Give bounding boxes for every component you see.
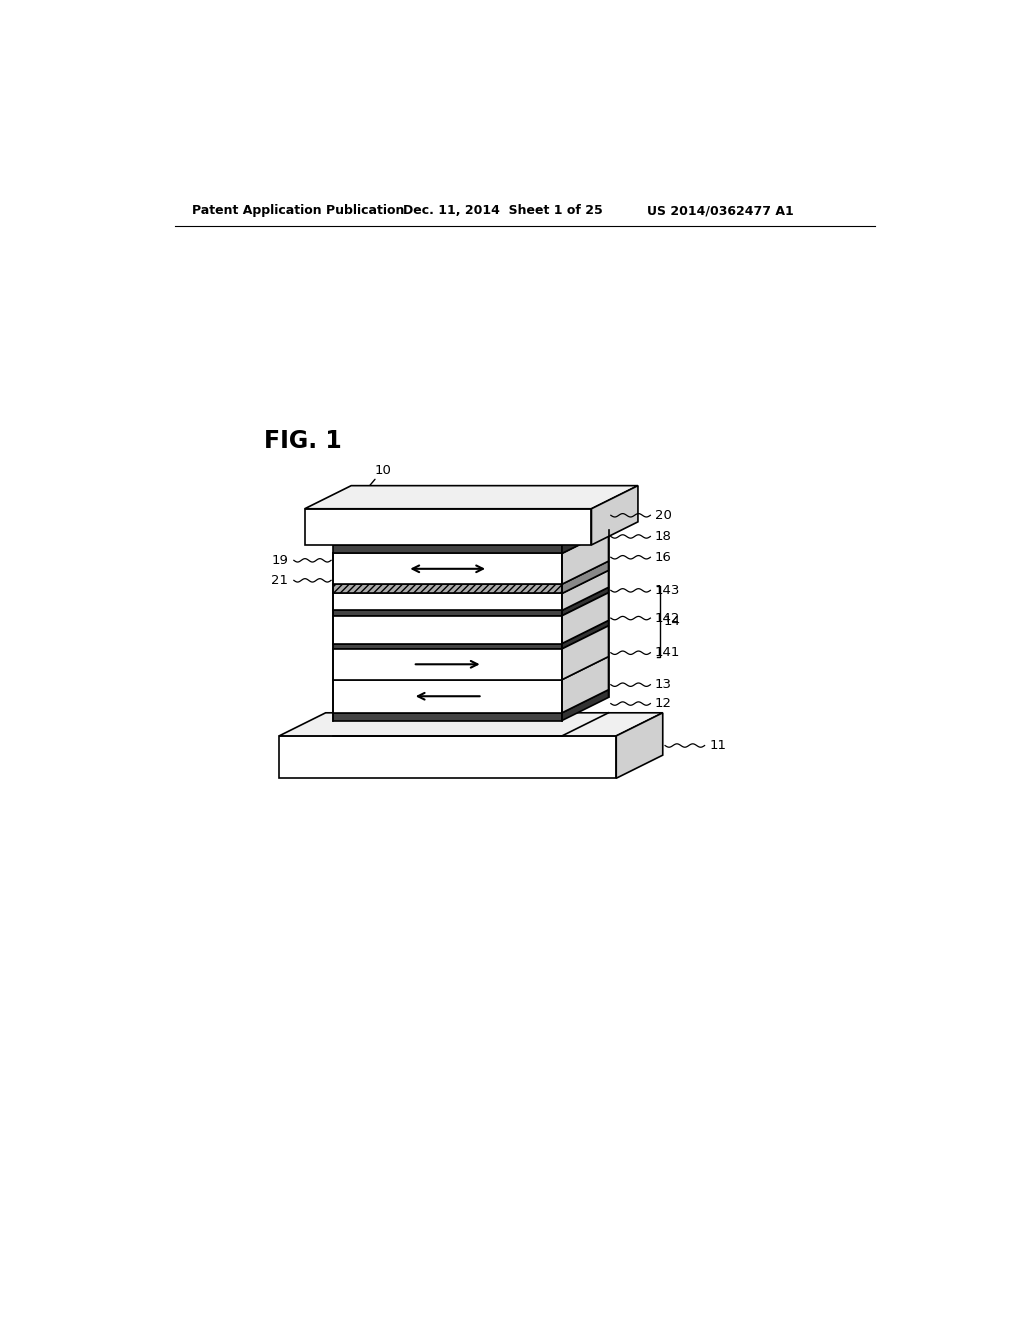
Polygon shape: [562, 565, 608, 594]
Polygon shape: [334, 649, 562, 680]
Polygon shape: [334, 553, 562, 585]
Text: 12: 12: [655, 697, 672, 710]
Polygon shape: [305, 508, 592, 545]
Polygon shape: [562, 593, 608, 644]
Text: 10: 10: [375, 463, 391, 477]
Polygon shape: [334, 615, 562, 644]
Polygon shape: [562, 570, 608, 610]
Polygon shape: [334, 610, 562, 615]
Polygon shape: [562, 620, 608, 649]
Polygon shape: [562, 521, 608, 553]
Text: Dec. 11, 2014  Sheet 1 of 25: Dec. 11, 2014 Sheet 1 of 25: [403, 205, 603, 218]
Polygon shape: [562, 626, 608, 680]
Text: US 2014/0362477 A1: US 2014/0362477 A1: [647, 205, 794, 218]
Text: 141: 141: [655, 647, 680, 659]
Polygon shape: [562, 689, 608, 721]
Polygon shape: [305, 486, 638, 508]
Text: Patent Application Publication: Patent Application Publication: [191, 205, 403, 218]
Polygon shape: [334, 680, 562, 713]
Text: 16: 16: [655, 550, 672, 564]
Polygon shape: [334, 545, 562, 553]
Polygon shape: [616, 713, 663, 779]
Polygon shape: [334, 594, 562, 610]
Text: 143: 143: [655, 583, 680, 597]
Text: FIG. 1: FIG. 1: [263, 429, 341, 454]
Polygon shape: [562, 561, 608, 594]
Polygon shape: [334, 713, 562, 721]
Text: 14: 14: [664, 615, 680, 628]
Polygon shape: [562, 587, 608, 615]
Text: 142: 142: [655, 611, 680, 624]
Polygon shape: [334, 644, 562, 649]
Polygon shape: [280, 713, 663, 737]
Text: 18: 18: [655, 529, 672, 543]
Polygon shape: [562, 531, 608, 585]
Text: 20: 20: [655, 508, 672, 521]
Polygon shape: [334, 585, 562, 594]
Text: 11: 11: [710, 739, 726, 752]
Polygon shape: [334, 589, 562, 594]
Polygon shape: [562, 656, 608, 713]
Polygon shape: [592, 486, 638, 545]
Text: 21: 21: [271, 574, 289, 587]
Text: 19: 19: [271, 554, 289, 566]
Polygon shape: [280, 737, 616, 779]
Text: 13: 13: [655, 678, 672, 692]
